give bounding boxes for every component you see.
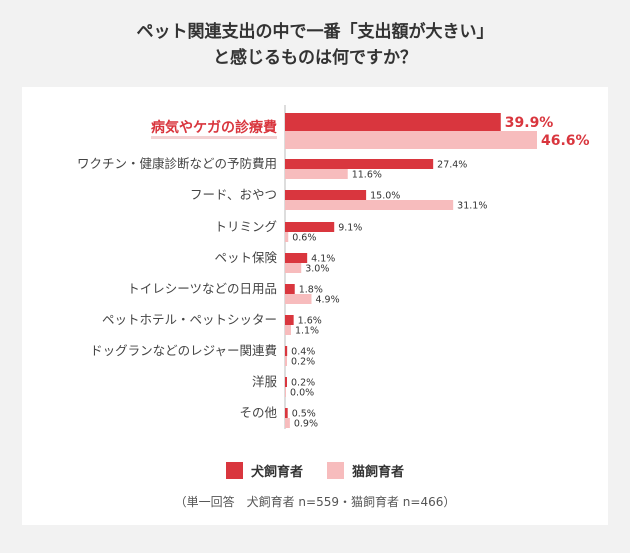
legend-swatch-dog bbox=[225, 462, 243, 479]
bar-dog bbox=[285, 113, 501, 131]
legend-label-cat: 猫飼育者 bbox=[352, 465, 405, 480]
bar-dog bbox=[285, 159, 434, 169]
category-label: ワクチン・健康診断などの予防費用 bbox=[77, 156, 277, 171]
legend: 犬飼育者 猫飼育者 bbox=[0, 461, 630, 480]
bar-dog bbox=[285, 222, 335, 232]
value-label-dog: 0.2% bbox=[291, 378, 315, 389]
bar-dog bbox=[285, 190, 367, 200]
value-label-dog: 4.1% bbox=[311, 254, 335, 265]
category-label: その他 bbox=[239, 405, 277, 420]
value-label-dog: 15.0% bbox=[370, 191, 400, 202]
value-label-dog: 27.4% bbox=[437, 160, 467, 171]
bar-cat bbox=[285, 169, 348, 179]
value-label-cat: 0.0% bbox=[290, 388, 314, 399]
value-label-cat: 0.2% bbox=[291, 357, 315, 368]
category-label: トイレシーツなどの日用品 bbox=[127, 281, 277, 296]
legend-item-cat: 猫飼育者 bbox=[327, 461, 404, 480]
bar-cat bbox=[285, 131, 537, 149]
bar-cat bbox=[285, 387, 286, 397]
sample-note: （単一回答 犬飼育者 n=559・猫飼育者 n=466） bbox=[174, 495, 456, 509]
category-label: ペットホテル・ペットシッター bbox=[102, 312, 277, 327]
legend-swatch-cat bbox=[327, 462, 344, 479]
value-label-cat: 46.6% bbox=[541, 133, 590, 149]
bar-dog bbox=[285, 315, 294, 325]
chart-card: 病気やケガの診療費 39.9% 46.6% ワクチン・健康診断などの予防費用 27.4%… bbox=[22, 87, 608, 525]
value-label-cat: 11.6% bbox=[352, 170, 382, 181]
value-label-cat: 31.1% bbox=[457, 201, 487, 212]
bar-dog bbox=[285, 346, 288, 356]
value-label-dog: 0.5% bbox=[292, 409, 316, 420]
value-label-cat: 0.6% bbox=[292, 233, 316, 244]
category-label: ドッグランなどのレジャー関連費 bbox=[90, 343, 277, 358]
value-label-dog: 39.9% bbox=[505, 115, 554, 131]
value-label-dog: 9.1% bbox=[338, 223, 362, 234]
value-label-cat: 3.0% bbox=[305, 264, 329, 275]
category-label: フード、おやつ bbox=[190, 187, 277, 202]
bar-dog bbox=[285, 408, 288, 418]
bar-dog bbox=[285, 253, 308, 263]
bar-cat bbox=[285, 294, 312, 304]
chart-title-line2: と感じるものは何ですか？ bbox=[213, 48, 417, 68]
bar-dog bbox=[285, 377, 287, 387]
value-label-dog: 1.8% bbox=[299, 285, 323, 296]
bar-chart: 病気やケガの診療費 39.9% 46.6% ワクチン・健康診断などの予防費用 27.4%… bbox=[77, 105, 590, 430]
value-label-cat: 4.9% bbox=[315, 295, 339, 306]
bar-cat bbox=[285, 356, 287, 366]
chart-title-line1: ペット関連支出の中で一番「支出額が大きい」 bbox=[136, 22, 494, 42]
category-label: トリミング bbox=[214, 219, 277, 234]
value-label-dog: 1.6% bbox=[298, 316, 322, 327]
value-label-cat: 1.1% bbox=[295, 326, 319, 337]
category-highlight-underline bbox=[151, 136, 277, 139]
category-label: 洋服 bbox=[252, 374, 278, 389]
bar-cat bbox=[285, 263, 302, 273]
legend-label-dog: 犬飼育者 bbox=[250, 465, 303, 480]
bar-cat bbox=[285, 418, 290, 428]
category-label: 病気やケガの診療費 bbox=[151, 119, 277, 136]
bar-cat bbox=[285, 200, 454, 210]
value-label-dog: 0.4% bbox=[291, 347, 315, 358]
bar-dog bbox=[285, 284, 295, 294]
category-label: ペット保険 bbox=[214, 250, 277, 265]
bar-cat bbox=[285, 232, 289, 242]
legend-item-dog: 犬飼育者 bbox=[225, 461, 303, 480]
bar-cat bbox=[285, 325, 291, 335]
value-label-cat: 0.9% bbox=[294, 419, 318, 430]
